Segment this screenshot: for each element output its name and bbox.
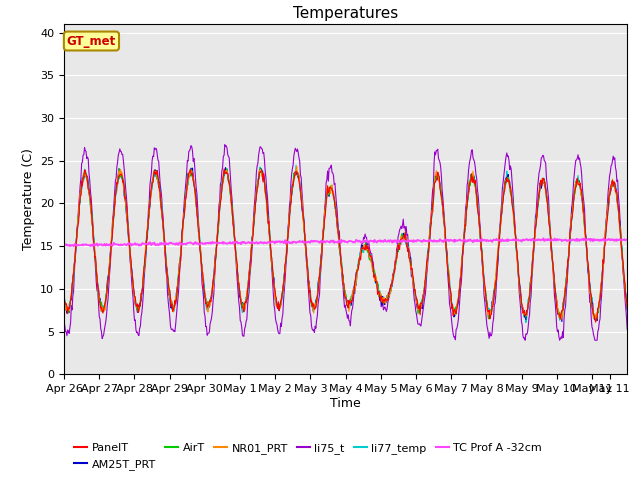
AirT: [593, 316, 601, 322]
Title: Temperatures: Temperatures: [293, 6, 398, 22]
li75_t: [221, 142, 228, 147]
PanelT: [259, 168, 266, 174]
NR01_PRT: [293, 164, 301, 169]
li77_temp: [522, 320, 530, 325]
PanelT: [280, 280, 287, 286]
PanelT: [220, 166, 228, 172]
NR01_PRT: [436, 184, 444, 190]
PanelT: [404, 246, 412, 252]
li77_temp: [279, 293, 287, 299]
li77_temp: [292, 162, 300, 168]
TC Prof A -32cm: [230, 240, 238, 245]
li77_temp: [230, 225, 237, 230]
li77_temp: [258, 170, 266, 176]
PanelT: [126, 251, 134, 256]
TC Prof A -32cm: [436, 236, 444, 242]
Line: PanelT: PanelT: [64, 169, 627, 322]
AM25T_PRT: [60, 291, 68, 297]
li75_t: [522, 337, 529, 343]
NR01_PRT: [279, 286, 287, 291]
Line: TC Prof A -32cm: TC Prof A -32cm: [64, 239, 627, 246]
li75_t: [623, 326, 631, 332]
AM25T_PRT: [436, 182, 444, 188]
Line: NR01_PRT: NR01_PRT: [64, 167, 627, 320]
PanelT: [623, 303, 631, 309]
AirT: [436, 186, 444, 192]
AM25T_PRT: [404, 246, 412, 252]
PanelT: [60, 291, 68, 297]
AirT: [230, 222, 237, 228]
li75_t: [404, 241, 412, 247]
Line: li75_t: li75_t: [64, 144, 627, 340]
PanelT: [436, 184, 444, 190]
AirT: [623, 304, 631, 310]
TC Prof A -32cm: [127, 241, 134, 247]
X-axis label: Time: Time: [330, 397, 361, 410]
TC Prof A -32cm: [86, 243, 94, 249]
li75_t: [436, 159, 444, 165]
AirT: [404, 249, 412, 254]
AirT: [256, 166, 264, 171]
NR01_PRT: [623, 304, 631, 310]
AM25T_PRT: [221, 165, 229, 170]
li75_t: [259, 146, 266, 152]
NR01_PRT: [404, 245, 412, 251]
AM25T_PRT: [259, 169, 266, 175]
AirT: [60, 300, 68, 306]
Text: GT_met: GT_met: [67, 35, 116, 48]
AM25T_PRT: [558, 319, 566, 324]
NR01_PRT: [592, 317, 600, 323]
AirT: [280, 283, 287, 289]
TC Prof A -32cm: [623, 237, 631, 242]
li75_t: [230, 228, 238, 234]
TC Prof A -32cm: [60, 241, 68, 247]
TC Prof A -32cm: [540, 236, 547, 241]
li77_temp: [60, 291, 68, 297]
Legend: PanelT, AM25T_PRT, AirT, NR01_PRT, li75_t, li77_temp, TC Prof A -32cm: PanelT, AM25T_PRT, AirT, NR01_PRT, li75_…: [70, 439, 547, 474]
NR01_PRT: [60, 295, 68, 301]
Y-axis label: Temperature (C): Temperature (C): [22, 148, 35, 250]
AM25T_PRT: [280, 280, 287, 286]
TC Prof A -32cm: [259, 240, 266, 245]
AM25T_PRT: [230, 232, 238, 238]
li77_temp: [404, 247, 412, 252]
TC Prof A -32cm: [404, 237, 412, 243]
li75_t: [280, 298, 287, 303]
Line: AM25T_PRT: AM25T_PRT: [64, 168, 627, 322]
li77_temp: [126, 251, 134, 257]
PanelT: [230, 233, 238, 239]
Line: AirT: AirT: [64, 168, 627, 319]
NR01_PRT: [258, 173, 266, 179]
NR01_PRT: [230, 224, 237, 229]
li77_temp: [436, 181, 444, 187]
TC Prof A -32cm: [280, 240, 287, 246]
NR01_PRT: [126, 253, 134, 259]
AirT: [259, 174, 266, 180]
li77_temp: [623, 299, 631, 305]
li75_t: [126, 258, 134, 264]
AirT: [126, 251, 134, 257]
AM25T_PRT: [126, 252, 134, 258]
AM25T_PRT: [623, 307, 631, 312]
PanelT: [592, 319, 600, 325]
Line: li77_temp: li77_temp: [64, 165, 627, 323]
li75_t: [60, 319, 68, 325]
